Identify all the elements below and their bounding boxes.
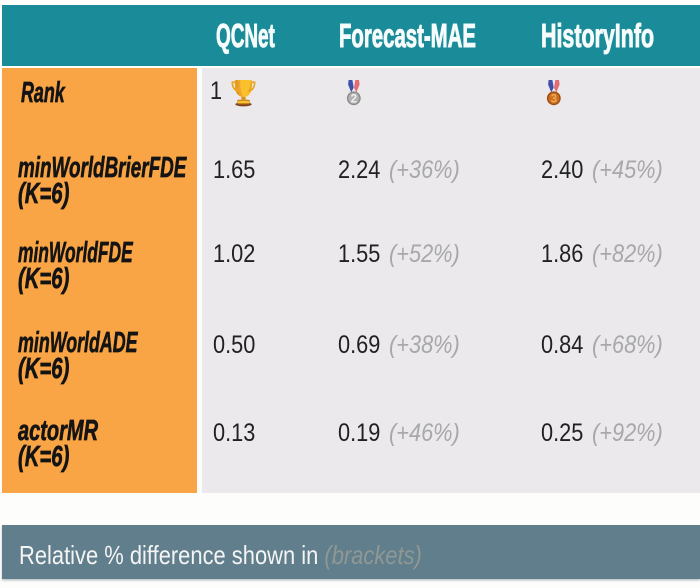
svg-text:3: 3 (551, 93, 557, 105)
svg-text:2: 2 (350, 93, 356, 105)
